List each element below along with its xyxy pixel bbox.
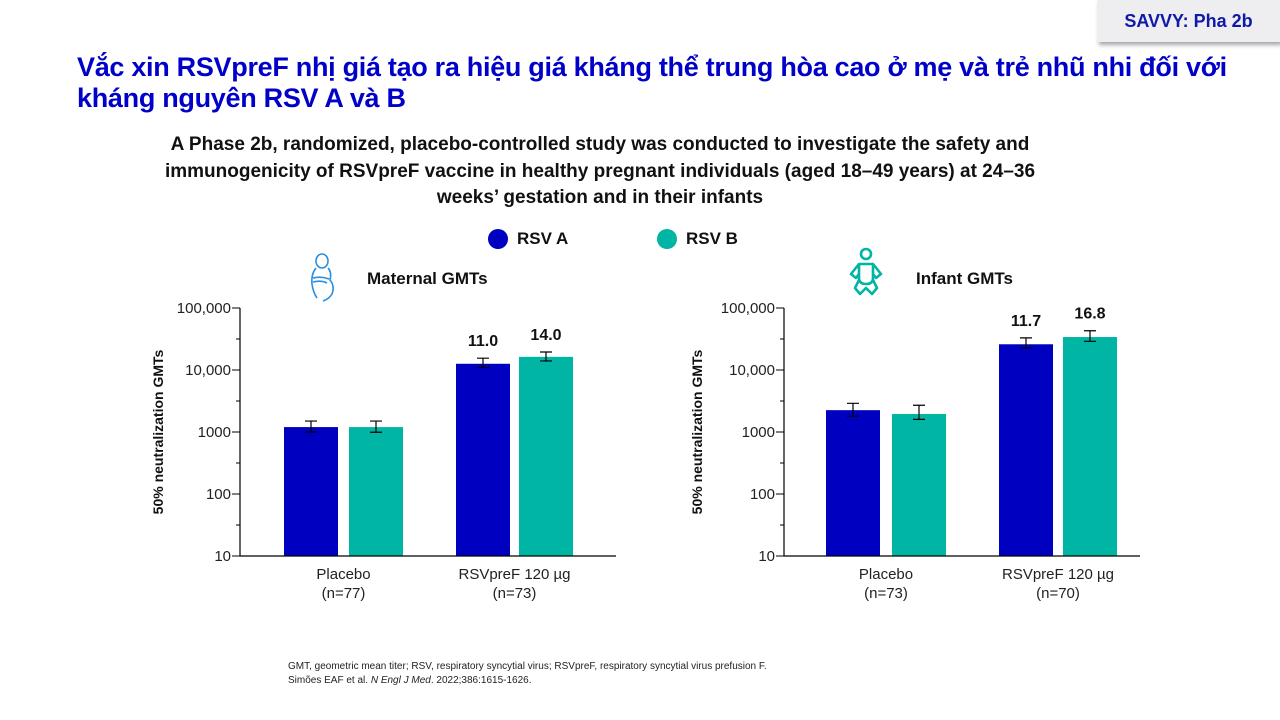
pregnant-woman-icon [311, 253, 334, 302]
bar-rsv-a [999, 344, 1053, 556]
slide-title: Vắc xin RSVpreF nhị giá tạo ra hiệu giá … [77, 52, 1227, 113]
bar-rsv-b [892, 414, 946, 556]
y-axis-label: 50% neutralization GMTs [150, 349, 166, 514]
y-axis-label: 50% neutralization GMTs [689, 349, 705, 514]
legend-swatch-rsv-b [657, 229, 677, 249]
category-n: (n=73) [493, 585, 537, 602]
data-label: 14.0 [530, 327, 561, 344]
infant-chart-title: Infant GMTs [916, 269, 1013, 288]
legend-label: RSV A [517, 229, 569, 248]
category-label: Placebo [859, 566, 913, 583]
reference-journal: N Engl J Med [370, 675, 431, 686]
bar-rsv-b [1063, 337, 1117, 556]
y-tick-label: 10,000 [729, 362, 775, 379]
maternal-chart-title: Maternal GMTs [367, 269, 488, 288]
y-tick-label: 1000 [742, 424, 775, 441]
error-bar [913, 404, 925, 420]
abbreviations: GMT, geometric mean titer; RSV, respirat… [288, 661, 767, 672]
slide-subtitle: A Phase 2b, randomized, placebo-controll… [164, 134, 1036, 208]
legend-swatch-rsv-a [488, 229, 508, 249]
reference-citation: . 2022;386:1615-1626. [430, 675, 532, 686]
y-tick-label: 10 [214, 548, 231, 565]
error-bar [305, 420, 317, 433]
chart-0: 11.0 14.0 10 100 1000 10,000 100,000 50% neutra… [150, 300, 616, 602]
category-n: (n=70) [1036, 585, 1080, 602]
error-bar [370, 420, 382, 433]
y-tick-label: 100 [750, 486, 775, 503]
bar-rsv-a [284, 427, 338, 556]
bar-rsv-a [456, 363, 510, 556]
reference: Simões EAF et al. N Engl J Med. 2022;386… [288, 674, 767, 688]
footnote: GMT, geometric mean titer; RSV, respirat… [288, 660, 767, 688]
error-bar [1084, 330, 1096, 342]
bar-rsv-b [519, 356, 573, 556]
category-n: (n=73) [864, 585, 908, 602]
y-tick-label: 100 [206, 486, 231, 503]
category-n: (n=77) [322, 585, 366, 602]
category-label: RSVpreF 120 µg [458, 566, 570, 583]
error-bar [1020, 337, 1032, 349]
bar-rsv-a [826, 410, 880, 556]
chart-1: 11.7 16.8 10 100 1000 10,000 100,000 50% neutra… [689, 300, 1140, 602]
baby-icon [849, 247, 883, 296]
y-tick-label: 10,000 [185, 362, 231, 379]
legend-item-rsv-b: RSV B [657, 229, 738, 249]
legend-item-rsv-a: RSV A [488, 229, 568, 249]
category-label: RSVpreF 120 µg [1002, 566, 1114, 583]
y-tick-label: 100,000 [721, 300, 775, 317]
data-label: 16.8 [1074, 306, 1105, 323]
data-label: 11.0 [468, 333, 498, 350]
y-tick-label: 100,000 [177, 300, 231, 317]
bar-rsv-b [349, 427, 403, 556]
y-tick-label: 1000 [198, 424, 231, 441]
data-label: 11.7 [1011, 313, 1041, 330]
legend-label: RSV B [686, 229, 738, 248]
error-bar [477, 357, 489, 369]
error-bar [847, 402, 859, 417]
reference-authors: Simões EAF et al. [288, 675, 371, 686]
category-label: Placebo [316, 566, 370, 583]
error-bar [540, 351, 552, 362]
section-badge: SAVVY: Pha 2b [1097, 0, 1280, 42]
y-tick-label: 10 [758, 548, 775, 565]
